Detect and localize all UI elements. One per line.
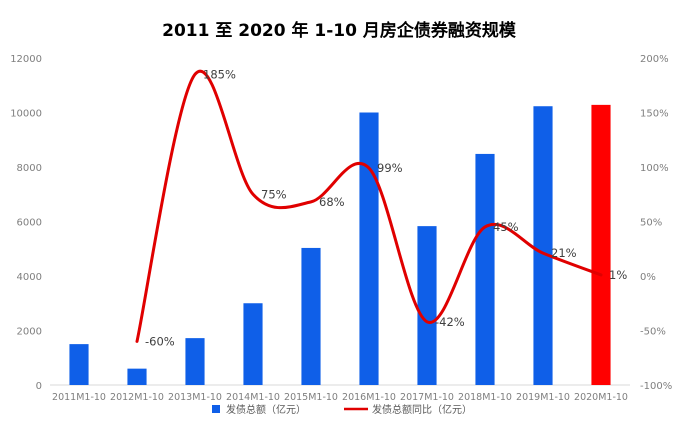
yoy-data-label: 1% (609, 268, 627, 282)
bar (475, 153, 495, 385)
y-right-tick-label: 50% (640, 218, 662, 229)
legend-bar-swatch (212, 405, 220, 413)
x-tick-label: 2016M1-10 (342, 392, 396, 403)
y-right-tick-label: -100% (640, 381, 672, 392)
x-tick-label: 2013M1-10 (168, 392, 222, 403)
x-tick-label: 2011M1-10 (52, 392, 106, 403)
legend-line-label: 发债总额同比（亿元） (372, 403, 472, 416)
yoy-line (135, 69, 603, 343)
yoy-data-label: 75% (261, 187, 287, 201)
y-right-tick-label: 0% (640, 272, 656, 283)
x-tick-label: 2012M1-10 (110, 392, 164, 403)
x-tick-label: 2014M1-10 (226, 392, 280, 403)
y-right-tick-label: -50% (640, 327, 666, 338)
y-left-tick-label: 6000 (17, 218, 42, 229)
x-tick-label: 2019M1-10 (516, 392, 570, 403)
y-right-tick-label: 150% (640, 109, 669, 120)
y-right-tick-label: 200% (640, 54, 669, 65)
y-left-tick-label: 12000 (10, 54, 42, 65)
x-tick-label: 2017M1-10 (400, 392, 454, 403)
bar (417, 226, 437, 385)
bar (243, 303, 263, 385)
chart-title: 2011 至 2020 年 1-10 月房企债券融资规模 (162, 20, 517, 41)
yoy-data-label: 45% (493, 220, 519, 234)
y-left-tick-label: 2000 (17, 327, 42, 338)
x-tick-label: 2020M1-10 (574, 392, 628, 403)
data-labels: -60% 185% 75% 68% 99% -42% 45% 21% 1% (145, 67, 627, 348)
bar (533, 106, 553, 386)
bar (591, 104, 611, 386)
bar (359, 112, 379, 385)
y-left-tick-label: 10000 (10, 109, 42, 120)
yoy-data-label: -42% (435, 315, 465, 329)
y-left-tick-label: 8000 (17, 163, 42, 174)
yoy-data-label: 185% (203, 67, 236, 81)
legend-bar-label: 发债总额（亿元） (226, 403, 306, 416)
bar-series (69, 104, 611, 386)
bar (69, 344, 89, 385)
y-left-axis: 0 2000 4000 6000 8000 10000 12000 (10, 54, 42, 392)
yoy-data-label: 99% (377, 161, 403, 175)
yoy-data-label: 68% (319, 195, 345, 209)
x-tick-label: 2018M1-10 (458, 392, 512, 403)
yoy-data-label: -60% (145, 334, 175, 348)
bar (127, 368, 147, 385)
bar (185, 338, 205, 385)
y-right-axis: -100% -50% 0% 50% 100% 150% 200% (640, 54, 672, 392)
x-axis: 2011M1-10 2012M1-10 2013M1-10 2014M1-10 2015… (52, 392, 628, 403)
x-tick-label: 2015M1-10 (284, 392, 338, 403)
y-left-tick-label: 4000 (17, 272, 42, 283)
bar (301, 247, 321, 385)
yoy-data-label: 21% (551, 246, 577, 260)
legend: 发债总额（亿元） 发债总额同比（亿元） (212, 403, 472, 416)
y-right-tick-label: 100% (640, 163, 669, 174)
y-left-tick-label: 0 (36, 381, 42, 392)
